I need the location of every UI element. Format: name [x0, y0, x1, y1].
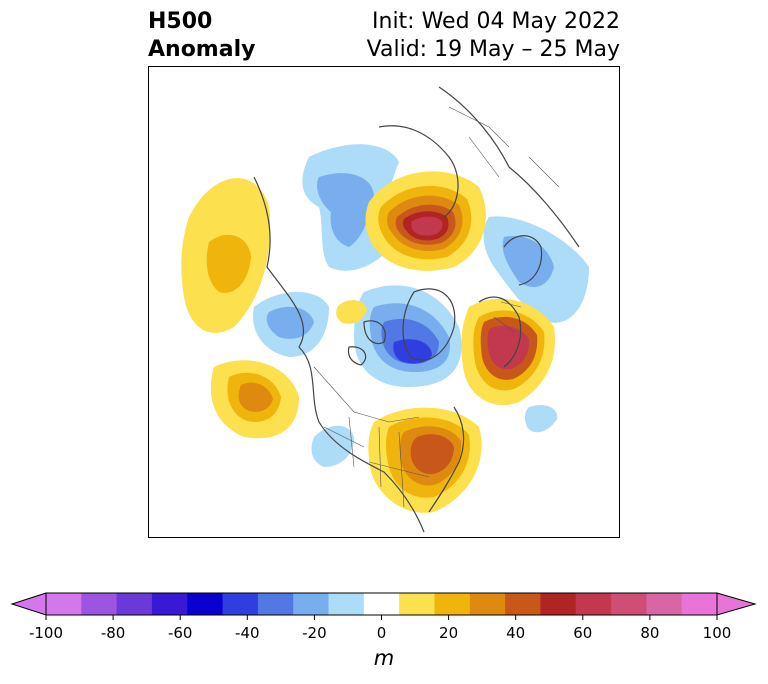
- anomaly-neg-atlantic: [524, 405, 558, 433]
- colorbar-unit: m: [373, 646, 395, 670]
- border-asia: [448, 106, 560, 188]
- coast-asia: [438, 86, 580, 248]
- border-europe: [493, 301, 522, 333]
- colorbar-tick-label: 0: [376, 624, 387, 642]
- colorbar-tick-label: -100: [28, 624, 64, 642]
- title-subtitle: Anomaly: [148, 37, 256, 62]
- anomaly-map: [148, 66, 620, 538]
- coast-siberia: [378, 125, 459, 218]
- colorbar-segment: [81, 593, 118, 615]
- coast-scandinavia: [503, 235, 543, 286]
- colorbar-segment: [646, 593, 683, 615]
- colorbar-segment: [611, 593, 647, 615]
- anomaly-neg-northwest-inner: [317, 173, 374, 247]
- colorbar-segment: [293, 593, 330, 615]
- colorbar-tick-label: 40: [506, 624, 526, 642]
- valid-range: Valid: 19 May – 25 May: [366, 37, 620, 62]
- colorbar-segment: [540, 593, 577, 615]
- title-variable: H500: [148, 9, 213, 34]
- positive-anomalies: [181, 171, 555, 513]
- colorbar-segment: [399, 593, 435, 615]
- coastlines: [253, 86, 580, 533]
- colorbar-segment: [363, 593, 400, 615]
- map-canvas: [181, 86, 589, 533]
- anomaly-neg-rockies: [311, 425, 354, 467]
- anomaly-pos-arctic: [336, 300, 367, 324]
- map-title: H500 Anomaly: [148, 8, 255, 64]
- colorbar-tick-label: 20: [439, 624, 459, 642]
- colorbar-segment: [46, 593, 82, 615]
- anomaly-pos-atlantic-4: [487, 325, 530, 370]
- colorbar-tick-label: -60: [167, 624, 193, 642]
- coast-eastern-north-america: [428, 406, 465, 513]
- forecast-info: Init: Wed 04 May 2022 Valid: 19 May – 25…: [367, 8, 620, 64]
- coast-north-america: [253, 176, 425, 533]
- colorbar-segment: [328, 593, 365, 615]
- colorbar-segment: [434, 593, 471, 615]
- colorbar-segments: [10, 592, 757, 616]
- border-states: [323, 416, 430, 508]
- colorbar: [10, 592, 757, 620]
- colorbar-segment: [151, 593, 188, 615]
- borders: [313, 106, 560, 508]
- anomaly-pos-eastus-4: [410, 434, 454, 475]
- colorbar-segment: [469, 593, 506, 615]
- colorbar-segment: [505, 593, 541, 615]
- coast-greenland: [402, 288, 456, 361]
- colorbar-segment: [257, 593, 294, 615]
- anomaly-pos-bering-2: [206, 234, 251, 293]
- colorbar-tick-label: 60: [573, 624, 593, 642]
- colorbar-segment: [575, 593, 612, 615]
- coast-europe: [478, 296, 522, 368]
- colorbar-tick-label: 80: [640, 624, 660, 642]
- coast-arctic-islands: [347, 320, 386, 366]
- colorbar-segment: [116, 593, 153, 615]
- colorbar-tick-label: -40: [235, 624, 260, 642]
- colorbar-tick-label: 100: [702, 624, 732, 642]
- border-us-canada: [313, 366, 420, 423]
- colorbar-segment: [681, 593, 718, 615]
- colorbar-ticks: [45, 615, 718, 620]
- colorbar-extend-low: [10, 592, 47, 616]
- colorbar-extend-high: [716, 592, 757, 616]
- anomaly-pos-pacific-3: [238, 382, 273, 412]
- init-date: Init: Wed 04 May 2022: [372, 9, 620, 34]
- colorbar-tick-label: -20: [302, 624, 327, 642]
- colorbar-tick-label: -80: [100, 624, 126, 642]
- colorbar-segment: [222, 593, 259, 615]
- anomaly-neg-arctic-4: [393, 339, 432, 364]
- anomaly-neg-alaska-inner: [266, 306, 314, 339]
- colorbar-segment: [187, 593, 224, 615]
- anomaly-pos-siberia-6: [411, 216, 443, 236]
